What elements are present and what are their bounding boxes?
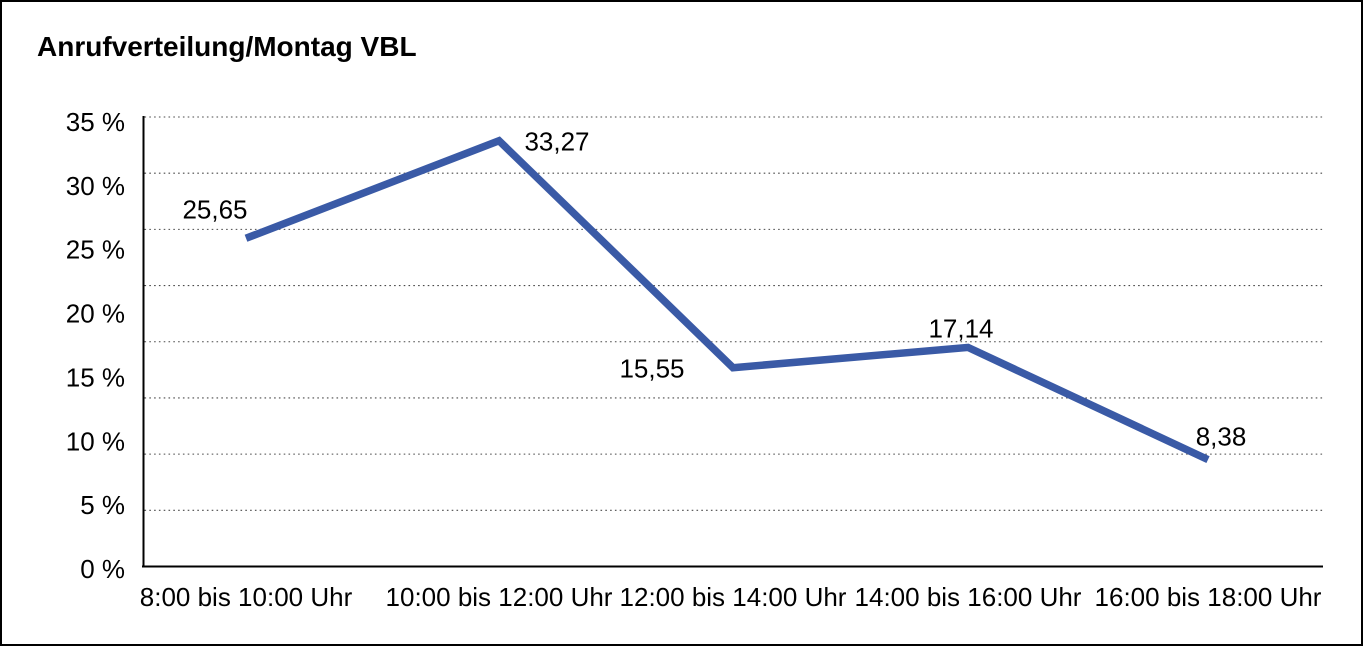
data-value-label: 33,27 <box>524 126 589 156</box>
x-axis-category-label: 14:00 bis 16:00 Uhr <box>855 582 1082 612</box>
y-axis-tick-label: 5 % <box>80 490 125 520</box>
x-axis-category-label: 10:00 bis 12:00 Uhr <box>386 582 613 612</box>
y-axis-tick-label: 10 % <box>66 426 125 456</box>
x-axis-category-label: 8:00 bis 10:00 Uhr <box>140 582 353 612</box>
y-axis-tick-label: 15 % <box>66 362 125 392</box>
y-axis-tick-label: 0 % <box>80 554 125 584</box>
data-value-label: 17,14 <box>928 313 993 343</box>
data-series-line <box>244 136 1210 463</box>
data-value-label: 8,38 <box>1196 421 1247 451</box>
y-axis-tick-label: 25 % <box>66 235 125 265</box>
y-axis-tick-label: 35 % <box>66 107 125 137</box>
chart-title: Anrufverteilung/Montag VBL <box>37 31 417 62</box>
y-axis-tick-label: 20 % <box>66 299 125 329</box>
x-axis-category-label: 12:00 bis 14:00 Uhr <box>620 582 847 612</box>
data-value-label: 15,55 <box>619 353 684 383</box>
data-value-label: 25,65 <box>182 194 247 224</box>
y-axis-tick-label: 30 % <box>66 171 125 201</box>
x-axis-category-label: 16:00 bis 18:00 Uhr <box>1095 582 1322 612</box>
